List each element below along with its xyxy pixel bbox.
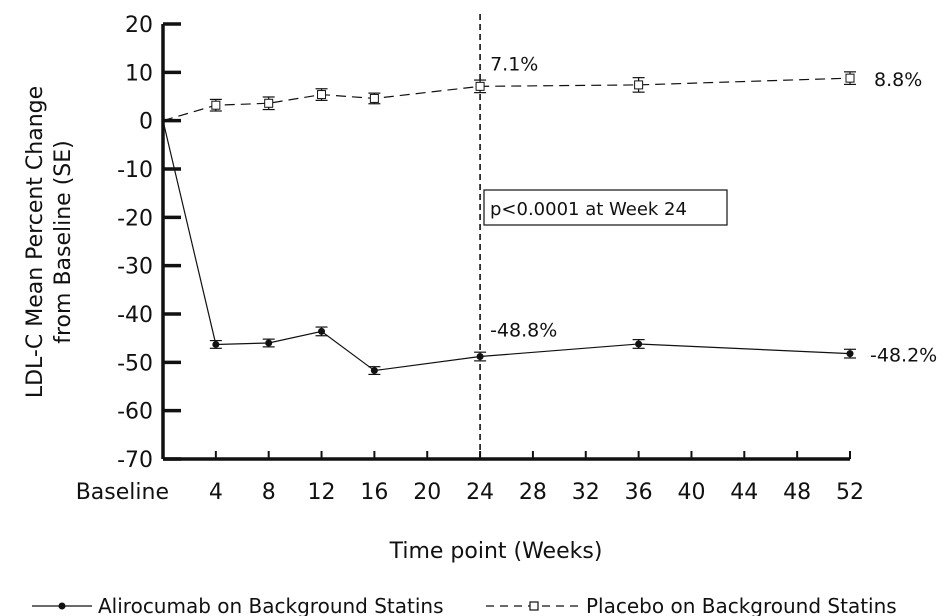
y-axis-label-line1: LDL-C Mean Percent Change <box>23 86 48 398</box>
data-label: -48.8% <box>490 320 557 342</box>
data-label: 7.1% <box>490 53 538 75</box>
y-tick-label: -30 <box>117 255 153 280</box>
alirocumab-point <box>265 339 273 347</box>
placebo-point <box>264 98 274 108</box>
data-label: 8.8% <box>874 69 922 91</box>
data-label: -48.2% <box>870 345 937 367</box>
alirocumab-point <box>212 340 220 348</box>
y-tick-label: -60 <box>117 400 153 425</box>
x-tick-label: Baseline <box>76 480 169 505</box>
y-tick-label: 10 <box>125 61 153 86</box>
alirocumab-point <box>846 350 854 358</box>
placebo-point <box>634 80 644 90</box>
legend-marker-alirocumab <box>58 602 66 610</box>
x-tick-label: 20 <box>413 480 441 505</box>
x-tick-label: 12 <box>308 480 336 505</box>
placebo-series-line <box>162 77 851 122</box>
x-axis-label: Time point (Weeks) <box>389 539 603 564</box>
legend: Alirocumab on Background Statins Placebo… <box>32 594 897 616</box>
legend-label-alirocumab: Alirocumab on Background Statins <box>98 594 444 616</box>
y-tick-label: 20 <box>125 13 153 38</box>
alirocumab-point <box>635 340 643 348</box>
x-tick-label: 48 <box>783 480 811 505</box>
x-tick-label: 28 <box>519 480 547 505</box>
placebo-point <box>317 90 327 100</box>
p-value-box <box>483 189 728 226</box>
placebo-point <box>211 100 221 110</box>
x-tick-label: 52 <box>836 480 864 505</box>
x-tick-label: 4 <box>209 480 223 505</box>
x-tick-label: 24 <box>466 480 494 505</box>
placebo-point <box>845 73 855 83</box>
y-tick-label: -10 <box>117 158 153 183</box>
x-tick-label: 16 <box>360 480 388 505</box>
y-tick-label: -70 <box>117 448 153 473</box>
legend-marker-placebo <box>529 601 539 611</box>
placebo-point <box>475 81 485 91</box>
placebo-point <box>369 93 379 103</box>
alirocumab-point <box>318 327 326 335</box>
p-value-note: p<0.0001 at Week 24 <box>490 199 687 220</box>
x-tick-label: 8 <box>262 480 276 505</box>
alirocumab-point <box>370 367 378 375</box>
y-tick-label: -20 <box>117 206 153 231</box>
series-group <box>162 71 856 376</box>
alirocumab-point <box>476 353 484 361</box>
y-axis-label-line2: from Baseline (SE) <box>51 140 76 344</box>
y-tick-label: -40 <box>117 303 153 328</box>
annotation-group: 7.1% -48.8% 8.8% -48.2% p<0.0001 at Week 24 <box>483 53 937 367</box>
x-tick-label: 32 <box>572 480 600 505</box>
legend-label-placebo: Placebo on Background Statins <box>586 594 897 616</box>
x-tick-label: 36 <box>625 480 653 505</box>
axes <box>161 24 850 461</box>
alirocumab-series-line <box>162 120 851 372</box>
x-tick-label: 44 <box>730 480 758 505</box>
y-tick-label: -50 <box>117 351 153 376</box>
y-tick-label: 0 <box>139 110 153 135</box>
x-tick-label: 40 <box>677 480 705 505</box>
